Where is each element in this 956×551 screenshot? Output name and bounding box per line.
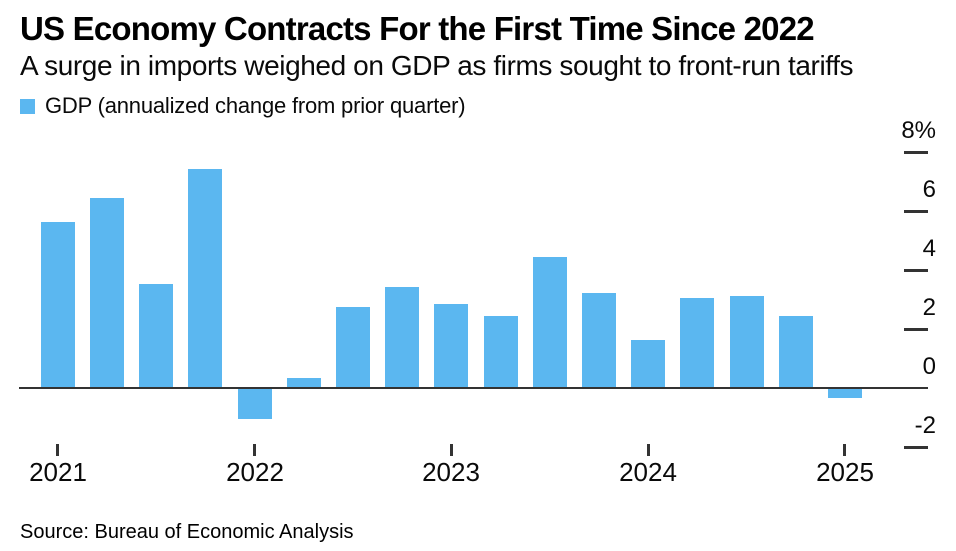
bar-2022-q2 xyxy=(287,378,321,387)
y-tick-2 xyxy=(904,328,928,331)
bar-2024-q1 xyxy=(631,340,665,387)
y-tick-label-8: 8% xyxy=(901,117,936,144)
x-tick-2025 xyxy=(843,444,846,456)
legend-label: GDP (annualized change from prior quarte… xyxy=(45,93,466,118)
x-tick-label-2022: 2022 xyxy=(226,457,284,487)
bar-2025-q1 xyxy=(828,389,862,398)
bar-2023-q4 xyxy=(582,293,616,387)
y-tick-label--2: -2 xyxy=(914,412,936,439)
page-subtitle: A surge in imports weighed on GDP as fir… xyxy=(20,50,854,81)
bar-2023-q3 xyxy=(533,257,567,387)
x-tick-2022 xyxy=(253,444,256,456)
bar-2021-q3 xyxy=(139,284,173,387)
y-tick-6 xyxy=(904,210,928,213)
source-note: Source: Bureau of Economic Analysis xyxy=(20,521,354,543)
bar-2024-q2 xyxy=(680,298,714,387)
x-tick-label-2023: 2023 xyxy=(422,457,480,487)
y-tick-4 xyxy=(904,269,928,272)
zero-axis-line xyxy=(19,387,928,389)
bar-2022-q4 xyxy=(385,287,419,387)
bar-2021-q2 xyxy=(90,198,124,387)
bar-2023-q2 xyxy=(484,316,518,387)
y-tick-label-6: 6 xyxy=(922,176,936,203)
y-tick-label-2: 2 xyxy=(922,294,936,321)
x-tick-2024 xyxy=(647,444,650,456)
bar-2024-q4 xyxy=(779,316,813,387)
y-tick--2 xyxy=(904,446,928,449)
x-tick-2021 xyxy=(56,444,59,456)
x-tick-2023 xyxy=(450,444,453,456)
y-tick-label-4: 4 xyxy=(922,235,936,262)
y-tick-8 xyxy=(904,151,928,154)
x-tick-label-2024: 2024 xyxy=(619,457,677,487)
legend-swatch-icon xyxy=(20,98,35,114)
bar-2022-q1 xyxy=(238,389,272,419)
x-tick-label-2021: 2021 xyxy=(29,457,87,487)
bar-2022-q3 xyxy=(336,307,370,387)
y-tick-label-0: 0 xyxy=(922,353,936,380)
legend: GDP (annualized change from prior quarte… xyxy=(20,93,466,119)
x-tick-label-2025: 2025 xyxy=(816,457,874,487)
bar-2021-q1 xyxy=(41,222,75,387)
bar-2023-q1 xyxy=(434,304,468,387)
page-title: US Economy Contracts For the First Time … xyxy=(20,10,815,47)
bar-2024-q3 xyxy=(730,296,764,387)
bar-2021-q4 xyxy=(188,169,222,387)
